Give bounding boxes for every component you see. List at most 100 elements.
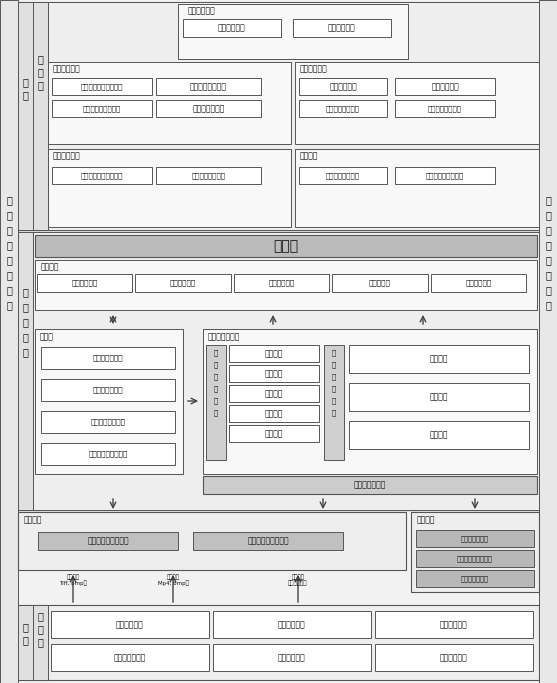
Text: 度: 度 (37, 637, 43, 647)
Bar (52, 167, 152, 184)
Bar (293, 19, 391, 37)
Text: 知: 知 (23, 635, 28, 645)
Text: 违法行为预测: 违法行为预测 (465, 280, 491, 286)
Text: 流式处理: 流式处理 (265, 429, 284, 438)
Text: 林区应急处置系统: 林区应急处置系统 (326, 172, 360, 179)
Bar (416, 530, 534, 547)
Bar (213, 644, 371, 671)
Text: 模型库: 模型库 (40, 333, 54, 342)
Text: 森林扑救指挥: 森林扑救指挥 (53, 152, 81, 161)
Bar (18, 512, 406, 570)
Text: 引: 引 (332, 398, 336, 404)
Bar (52, 100, 152, 117)
Text: 垂直搜索: 垂直搜索 (265, 349, 284, 358)
Bar (0, 0, 18, 683)
Bar (52, 78, 152, 95)
Bar (416, 550, 534, 567)
Text: 瞭望及巡护监测: 瞭望及巡护监测 (114, 653, 146, 662)
Text: 通: 通 (214, 350, 218, 357)
Text: 林区卡口监控: 林区卡口监控 (440, 653, 468, 662)
Text: 层: 层 (37, 67, 43, 77)
Bar (18, 232, 539, 510)
Text: 系: 系 (545, 300, 551, 310)
Text: 珍稀植物管理系统: 珍稀植物管理系统 (428, 105, 462, 112)
Text: 森林防火管理: 森林防火管理 (53, 64, 81, 74)
Bar (51, 644, 209, 671)
Text: 森林资源规划: 森林资源规划 (328, 23, 356, 33)
Bar (229, 345, 319, 362)
Text: 安: 安 (6, 195, 12, 205)
Bar (203, 329, 537, 474)
Text: 森林资源数据库: 森林资源数据库 (461, 535, 489, 542)
Bar (135, 274, 231, 292)
Bar (156, 167, 261, 184)
Bar (35, 260, 537, 310)
Text: 火险预测模型库: 火险预测模型库 (92, 354, 123, 361)
Bar (229, 425, 319, 442)
Text: 森林病虫害管理系统: 森林病虫害管理系统 (426, 172, 464, 179)
Text: 火险预警预测: 火险预警预测 (170, 280, 196, 286)
Bar (38, 532, 178, 550)
Bar (48, 149, 291, 227)
Text: 数: 数 (545, 195, 551, 205)
Text: 用: 用 (332, 362, 336, 368)
Bar (539, 0, 557, 683)
Text: 防火案件侦破: 防火案件侦破 (329, 82, 357, 91)
Text: 林业地理空间信息库: 林业地理空间信息库 (457, 555, 493, 562)
Text: 信息通讯融合系统: 信息通讯融合系统 (192, 172, 226, 179)
Text: 批量处理: 批量处理 (265, 369, 284, 378)
Text: 珍稀动物管理系统: 珍稀动物管理系统 (326, 105, 360, 112)
Text: 平: 平 (23, 332, 28, 342)
Text: 系: 系 (6, 300, 12, 310)
Bar (431, 274, 526, 292)
Bar (411, 512, 539, 592)
Text: 体: 体 (545, 285, 551, 295)
Bar (349, 383, 529, 411)
Text: 可视化: 可视化 (273, 239, 299, 253)
Text: 森林火源控制管理系统: 森林火源控制管理系统 (81, 83, 123, 89)
Bar (299, 167, 387, 184)
Bar (395, 78, 495, 95)
Text: 森林案件侦破: 森林案件侦破 (431, 82, 459, 91)
Bar (33, 2, 48, 230)
Bar (229, 385, 319, 402)
Text: 预警预测: 预警预测 (41, 262, 60, 272)
Text: 级: 级 (37, 80, 43, 90)
Bar (18, 605, 33, 680)
Bar (375, 611, 533, 638)
Bar (33, 232, 539, 510)
Text: 数: 数 (23, 302, 28, 312)
Bar (41, 379, 175, 401)
Text: 火险要素采集: 火险要素采集 (278, 653, 306, 662)
Text: 据: 据 (545, 210, 551, 220)
Text: 计: 计 (332, 374, 336, 380)
Text: 维: 维 (37, 624, 43, 635)
Bar (193, 532, 343, 550)
Text: 视频数据
Mp4, bmp等: 视频数据 Mp4, bmp等 (158, 574, 188, 586)
Bar (35, 329, 183, 474)
Text: 病虫害预测: 病虫害预测 (369, 280, 391, 286)
Text: 用: 用 (23, 89, 28, 100)
Text: 林火蔓延模型库: 林火蔓延模型库 (92, 387, 123, 393)
Bar (229, 405, 319, 422)
Bar (324, 345, 344, 460)
Bar (395, 167, 495, 184)
Text: 据: 据 (23, 317, 28, 327)
Bar (349, 345, 529, 373)
Text: 森林水灭火系统: 森林水灭火系统 (192, 104, 224, 113)
Text: 图像识别: 图像识别 (430, 393, 448, 402)
Text: 语音识别: 语音识别 (430, 430, 448, 439)
Bar (299, 78, 387, 95)
Bar (183, 19, 281, 37)
Text: 外部数据: 外部数据 (417, 516, 436, 525)
Bar (48, 2, 539, 230)
Text: 算: 算 (214, 386, 218, 392)
Text: 网: 网 (545, 255, 551, 265)
Bar (18, 2, 33, 230)
Text: 业务数据: 业务数据 (24, 516, 42, 525)
Bar (213, 611, 371, 638)
Text: 信: 信 (545, 240, 551, 250)
Text: 专: 专 (332, 350, 336, 357)
Text: 林业产业数据库: 林业产业数据库 (461, 575, 489, 582)
Bar (33, 605, 48, 680)
